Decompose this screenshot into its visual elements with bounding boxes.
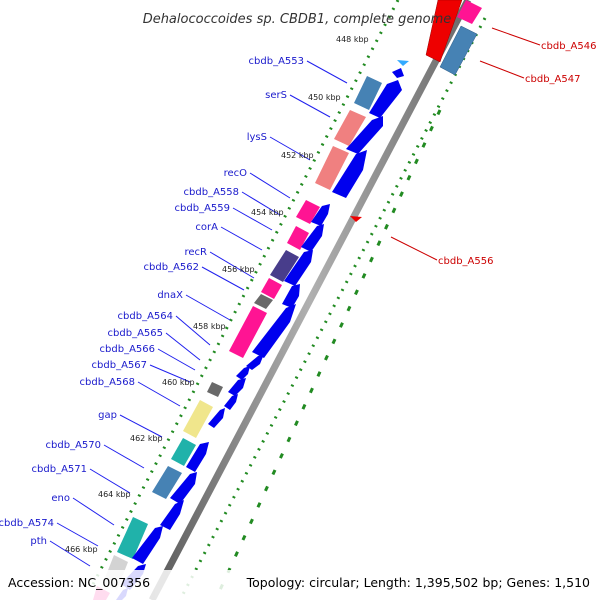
gene-label[interactable]: cbdb_A567: [92, 360, 147, 371]
tick-label: 450 kbp: [308, 93, 341, 102]
gene-label[interactable]: cbdb_A571: [32, 464, 87, 475]
gene-label[interactable]: cbdb_A565: [108, 328, 163, 339]
gene-label[interactable]: lysS: [247, 132, 267, 143]
scale-tick-labels: 448 kbp 450 kbp 452 kbp 454 kbp 456 kbp …: [65, 35, 369, 554]
gene-label[interactable]: corA: [195, 222, 218, 233]
tick-label: 464 kbp: [98, 490, 131, 499]
gene-label[interactable]: dnaX: [157, 290, 183, 301]
gene-label[interactable]: cbdb_A574: [0, 518, 54, 529]
tick-label: 448 kbp: [336, 35, 369, 44]
tick-label: 462 kbp: [130, 434, 163, 443]
gene-label[interactable]: gap: [98, 410, 117, 421]
inner-dotted-ring-left: [88, 0, 400, 591]
gene-label[interactable]: cbdb_A558: [184, 187, 239, 198]
gene-label[interactable]: cbdb_A568: [80, 377, 135, 388]
tick-label: 456 kbp: [222, 265, 255, 274]
tick-label: 458 kbp: [193, 322, 226, 331]
gene-label[interactable]: serS: [265, 90, 287, 101]
gene-label[interactable]: pth: [30, 536, 47, 547]
right-gene-labels: cbdb_A546 cbdb_A547 cbdb_A556: [438, 41, 596, 267]
gene-label[interactable]: cbdb_A570: [46, 440, 101, 451]
gene-label[interactable]: recO: [224, 168, 248, 179]
gene-label[interactable]: cbdb_A553: [249, 56, 304, 67]
gene-label[interactable]: eno: [51, 493, 70, 504]
genome-backbone: [148, 0, 472, 600]
tick-label: 454 kbp: [251, 208, 284, 217]
left-gene-labels: cbdb_A553 serS lysS recO cbdb_A558 cbdb_…: [0, 56, 304, 547]
tick-label: 452 kbp: [281, 151, 314, 160]
outer-dotted-ring-right: [178, 17, 487, 600]
cbdb-A556-marker[interactable]: [350, 216, 362, 222]
gene-label[interactable]: cbdb_A564: [118, 311, 173, 322]
map-title: Dehalococcoides sp. CBDB1, complete geno…: [143, 12, 452, 27]
gene-label[interactable]: cbdb_A546: [541, 41, 596, 52]
tick-label: 460 kbp: [162, 378, 195, 387]
gene-label[interactable]: cbdb_A547: [525, 74, 580, 85]
gene-label[interactable]: recR: [185, 247, 208, 258]
gene-label[interactable]: cbdb_A566: [100, 344, 155, 355]
tick-label: 466 kbp: [65, 545, 98, 554]
left-label-leaders: [49, 60, 348, 567]
right-label-leaders: [390, 27, 541, 261]
gene-label[interactable]: cbdb_A556: [438, 256, 493, 267]
gene-label[interactable]: cbdb_A559: [175, 203, 230, 214]
gene-label[interactable]: cbdb_A562: [144, 262, 199, 273]
reverse-strand-genes: [350, 0, 482, 222]
accession-text: Accession: NC_007356: [8, 575, 150, 590]
footer-backdrop: [0, 570, 600, 600]
genome-summary-text: Topology: circular; Length: 1,395,502 bp…: [246, 575, 590, 590]
